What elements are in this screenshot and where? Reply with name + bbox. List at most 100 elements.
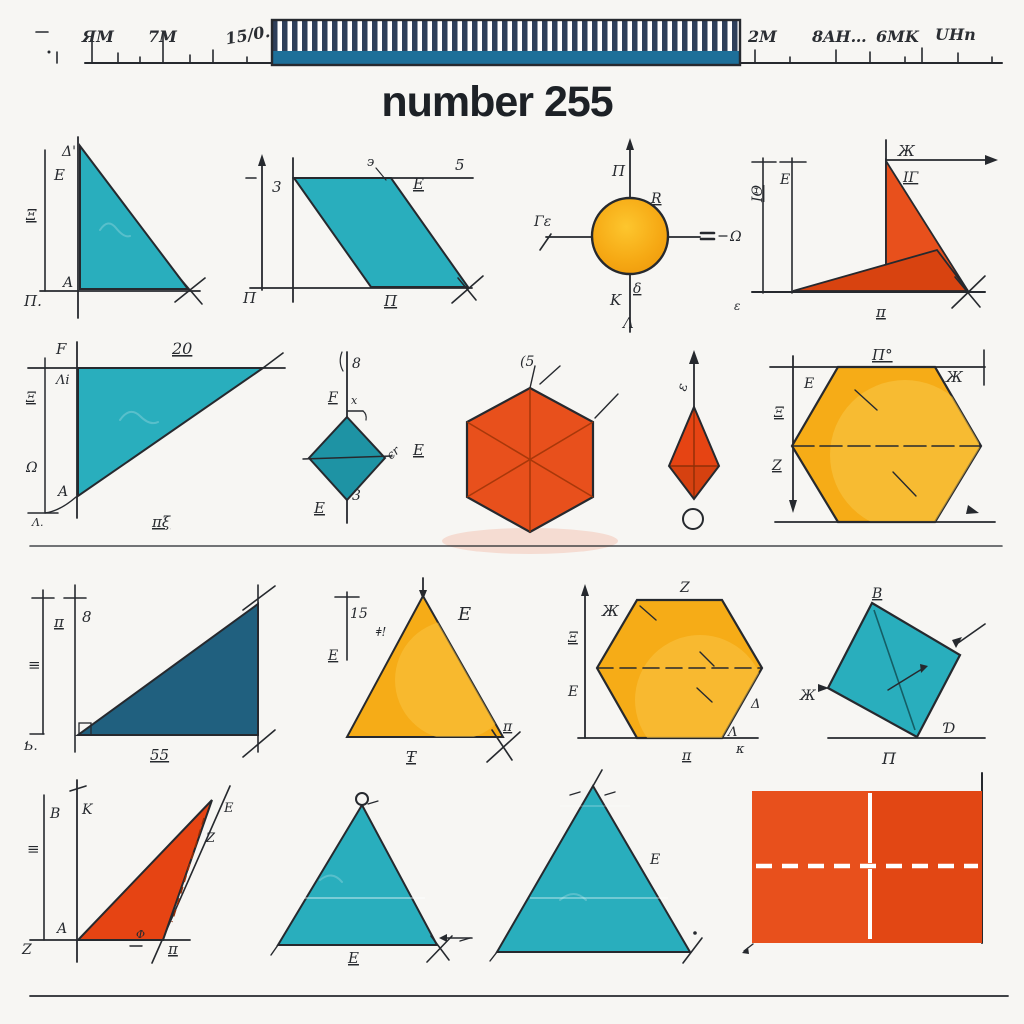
right-angle-mark <box>78 722 92 736</box>
label: κ <box>735 742 745 757</box>
label: R <box>650 191 662 207</box>
label: Ε <box>779 172 790 188</box>
label: Β <box>871 586 882 602</box>
label: 3 <box>352 488 361 504</box>
small-arrow-icon <box>742 947 749 954</box>
label: Ξ <box>25 206 37 224</box>
label: Ɗ <box>943 721 955 737</box>
label: π <box>681 748 692 764</box>
label: δ <box>633 281 641 297</box>
apex-circle-mark <box>355 792 369 806</box>
label: π <box>502 719 513 735</box>
label: Π. <box>23 292 42 310</box>
label: ΙΘ <box>750 184 766 203</box>
panel-r4-rectangle <box>742 772 983 954</box>
small-arrow-icon <box>966 505 979 514</box>
label: 15 <box>350 606 368 622</box>
inner-dashed-line <box>171 817 205 923</box>
highlight-patch <box>395 620 503 737</box>
small-circle-mark <box>682 508 704 530</box>
teal-triangle-shape <box>276 802 439 946</box>
label: Ж <box>799 688 817 704</box>
cross-mark <box>951 275 986 309</box>
label: Λ <box>727 725 737 740</box>
panel-r1-right-triangle: Δ' E Ξ A Π. <box>23 136 206 319</box>
label: Ω <box>729 229 742 245</box>
label: Ƅ. <box>23 739 38 754</box>
label: Β <box>49 806 60 822</box>
panel-r3-hexagon: Ζ Ж Ξ Ε π Λ κ Δ <box>567 580 764 764</box>
label: Π <box>611 162 626 180</box>
hypotenuse-extension <box>262 352 284 369</box>
hatch-dashes <box>854 389 917 497</box>
panel-r1-parallelogram: 3 Π Π ϶ E 5 <box>242 154 484 310</box>
label: π <box>167 940 179 958</box>
arrow-up-icon <box>626 138 634 150</box>
arrow-right-icon <box>985 155 998 165</box>
label: ΙΓ <box>902 170 920 186</box>
label: π <box>875 303 887 321</box>
panel-r2-kite: ε <box>667 350 721 530</box>
label: Ξ <box>25 390 36 406</box>
small-arrow-icon <box>920 664 928 673</box>
label: E <box>53 166 65 184</box>
label: 3 <box>272 178 282 196</box>
label: A <box>55 921 67 937</box>
ruler-ticks-right <box>754 47 993 64</box>
label: Ε <box>803 376 814 392</box>
label: Λ. <box>31 516 43 529</box>
curve-mark <box>44 496 77 514</box>
cross-mark <box>451 275 484 304</box>
arrow-up-icon <box>258 154 266 166</box>
label: Ε <box>327 648 338 664</box>
cross-mark <box>486 729 521 763</box>
label: πξ <box>151 513 171 531</box>
panel-r4-teal-triangle2: Ε <box>459 769 703 964</box>
panel-r4-red-triangle: Β Κ ≡ A Ζ π Ε Ζ Φ <box>21 779 234 964</box>
panel-r4-teal-triangle1: Ε <box>270 792 473 967</box>
label: x <box>351 394 358 407</box>
orange-thin-triangle-shape <box>792 248 970 292</box>
label: F <box>327 390 339 406</box>
panel-r1-orange-triangle: ΙΘ Ε Ж ΙΓ π ε <box>734 139 998 321</box>
label: ≡ <box>27 840 40 858</box>
dot-mark <box>693 931 697 935</box>
label: Π° <box>871 346 893 364</box>
label: Ζ <box>21 942 32 958</box>
ruler-label: ЯM <box>81 27 115 46</box>
label: Γε <box>533 214 551 230</box>
arrow-up-icon <box>581 584 589 596</box>
label: ǂ! <box>375 625 387 639</box>
arrow-right-icon <box>818 684 829 692</box>
panel-r3-square: Β Ж Ɗ Π <box>799 586 986 768</box>
panel-r1-circle: Π R Γε Ω δ K Λ <box>533 138 742 333</box>
arrow-down-icon <box>789 500 797 513</box>
label: Ω <box>25 460 38 476</box>
label: Ε <box>567 684 578 700</box>
label: 5 <box>455 156 465 174</box>
label: 55 <box>150 746 169 764</box>
ruler-label: 2M <box>747 27 778 46</box>
ruler: ЯM 7M 15/0… 2M 8AH… 6MK UHn <box>35 18 1003 67</box>
external-arrow-line <box>957 623 986 644</box>
panel-r2-hexagon: Π° Ж Ε Ξ Ζ <box>769 346 996 524</box>
teal-right-triangle-shape <box>79 143 191 290</box>
ruler-label: 7M <box>148 27 178 46</box>
slash-marks <box>242 585 276 758</box>
label: A <box>61 275 73 291</box>
leader-line <box>375 167 387 181</box>
label: Ζ <box>205 831 216 846</box>
apex-extension-line <box>592 769 603 787</box>
label: Ε <box>223 801 234 816</box>
equals-mark <box>699 231 716 241</box>
panel-r3-yellow-triangle: 15 Ε E ǂ! π Ŧ <box>327 577 521 766</box>
panel-r2-diamond: 8 F x ϵr Ε 3 Ε <box>302 351 424 524</box>
label: Ζ <box>771 458 782 474</box>
label: Ŧ <box>406 748 417 766</box>
label: Ж <box>897 142 916 160</box>
navy-right-triangle-shape <box>74 602 259 736</box>
label: ≡ <box>28 656 41 674</box>
panel-r2-cube: (5 <box>442 354 619 554</box>
label: ε <box>734 299 740 313</box>
cross-mark <box>682 937 703 964</box>
